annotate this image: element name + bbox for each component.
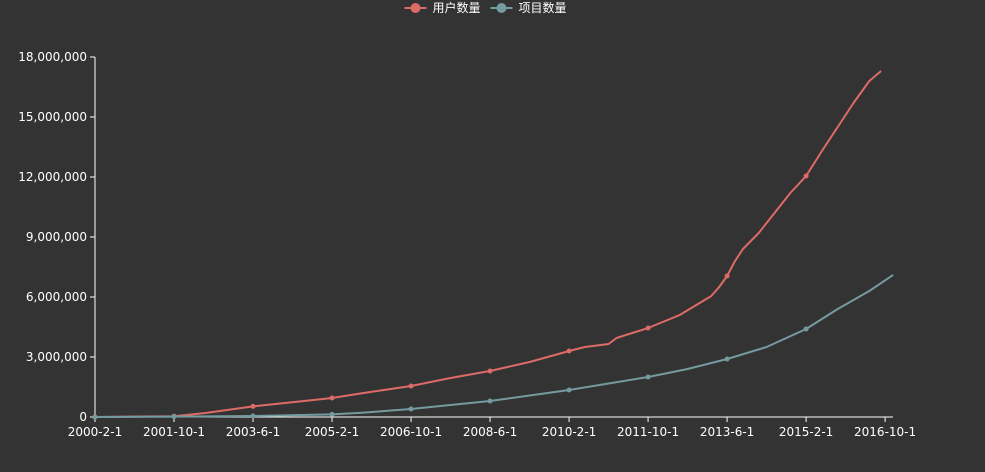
data-point — [250, 403, 256, 409]
legend-item[interactable]: 用户数量 — [404, 0, 481, 15]
data-point — [408, 383, 414, 389]
data-point — [250, 413, 256, 419]
data-point — [645, 325, 651, 331]
x-tick-label: 2006-10-1 — [380, 425, 442, 439]
series-line-2 — [94, 274, 894, 418]
data-point — [329, 395, 335, 401]
x-tick-label: 2003-6-1 — [226, 425, 280, 439]
y-tick-label: 6,000,000 — [26, 290, 87, 304]
data-point — [487, 368, 493, 374]
data-point — [803, 326, 809, 332]
data-point — [92, 414, 98, 420]
x-tick-label: 2016-10-1 — [854, 425, 916, 439]
data-point — [408, 406, 414, 412]
legend-marker — [496, 3, 507, 13]
x-tick-label: 2000-2-1 — [68, 425, 122, 439]
x-tick-label: 2010-2-1 — [542, 425, 596, 439]
x-tick-label: 2015-2-1 — [779, 425, 833, 439]
x-tick-label: 2011-10-1 — [617, 425, 679, 439]
data-point — [724, 356, 730, 362]
y-tick-label: 3,000,000 — [26, 350, 87, 364]
x-tick-label: 2008-6-1 — [463, 425, 517, 439]
data-point — [171, 414, 177, 420]
legend: 用户数量 项目数量 — [404, 0, 567, 15]
legend-label: 用户数量 — [433, 0, 481, 15]
data-point — [566, 348, 572, 354]
y-tick-label: 18,000,000 — [18, 50, 87, 64]
legend-marker — [410, 3, 421, 13]
x-tick-label: 2013-6-1 — [700, 425, 754, 439]
data-point — [803, 173, 809, 179]
legend-item[interactable]: 项目数量 — [490, 0, 567, 15]
data-point — [645, 374, 651, 380]
y-tick-label: 12,000,000 — [18, 170, 87, 184]
series-line-1 — [94, 70, 882, 418]
data-point — [566, 387, 572, 393]
x-tick-label: 2001-10-1 — [143, 425, 205, 439]
y-tick-label: 15,000,000 — [18, 110, 87, 124]
x-tick-label: 2005-2-1 — [305, 425, 359, 439]
y-tick-label: 9,000,000 — [26, 230, 87, 244]
data-point — [487, 398, 493, 404]
legend-label: 项目数量 — [519, 0, 567, 15]
data-point — [724, 273, 730, 279]
data-point — [329, 411, 335, 417]
y-tick-label: 0 — [79, 410, 87, 424]
